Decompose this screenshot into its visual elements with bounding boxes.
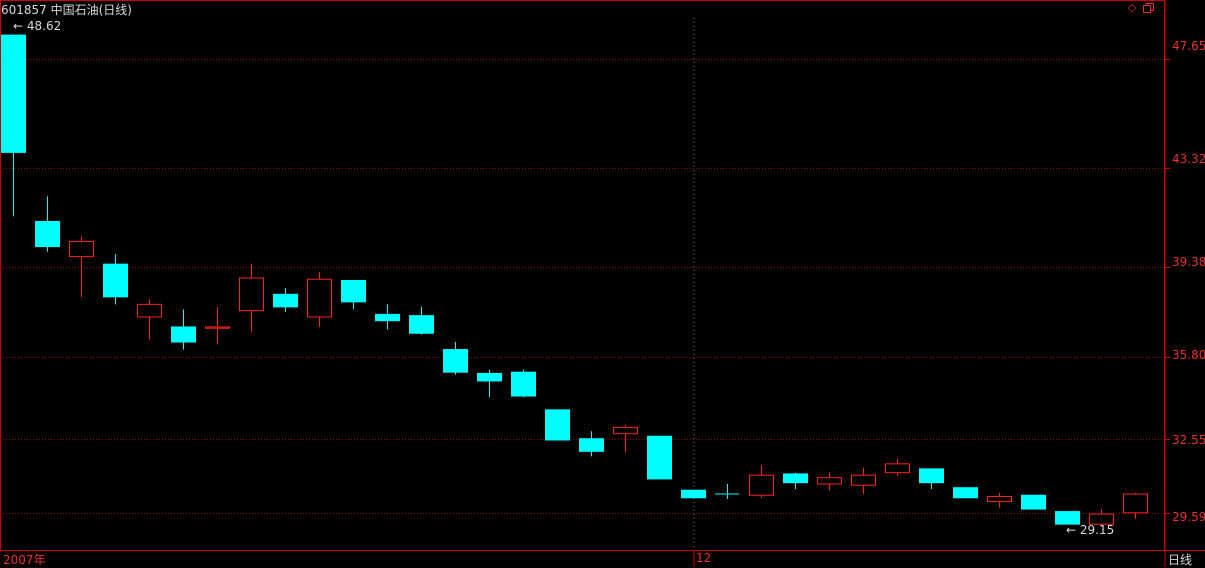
candle-body <box>1089 513 1114 525</box>
candle-body <box>579 438 604 452</box>
candle-body <box>1 34 26 153</box>
x-tick-label: 12 <box>696 551 712 565</box>
candle-body <box>545 409 570 441</box>
y-tick-label: 29.59 <box>1172 510 1205 524</box>
high-price-marker: ← 48.62 <box>13 19 62 33</box>
diamond-icon[interactable]: ◇ <box>1128 1 1137 14</box>
x-tick-label: 2007年 <box>3 553 46 567</box>
candle-body <box>443 349 468 373</box>
y-tick-label: 47.65 <box>1172 39 1205 53</box>
candle-body <box>103 263 128 298</box>
candle-body <box>69 241 94 258</box>
candle-body <box>1021 494 1046 510</box>
period-label[interactable]: 日线 <box>1168 553 1193 567</box>
candle-body <box>341 279 366 303</box>
candle-body <box>681 489 706 499</box>
candle-body <box>885 463 910 474</box>
candle-body <box>511 371 536 397</box>
candle-body <box>953 487 978 499</box>
candle-body <box>749 474 774 496</box>
candle-body <box>307 278 332 318</box>
candle-body <box>851 474 876 486</box>
y-tick-label: 43.32 <box>1172 152 1205 166</box>
y-tick-label: 35.80 <box>1172 348 1205 362</box>
candle-body <box>1055 511 1080 525</box>
plot-border <box>0 0 1165 551</box>
candle-body <box>375 313 400 322</box>
y-tick-label: 32.55 <box>1172 433 1205 447</box>
candle-body <box>205 326 230 329</box>
low-price-marker: ← 29.15 <box>1066 523 1115 537</box>
chart-title: 601857 中国石油(日线) <box>1 3 132 17</box>
candle-body <box>987 496 1012 503</box>
candle-body <box>1123 493 1148 514</box>
candle-body <box>817 477 842 485</box>
candle-body <box>647 435 672 480</box>
candle-body <box>477 372 502 382</box>
candle-body <box>409 315 434 334</box>
candle-body <box>239 277 264 312</box>
candle-body <box>613 426 638 435</box>
candle-body <box>171 326 196 343</box>
restore-window-icon[interactable] <box>1143 3 1154 13</box>
candle-body <box>137 303 162 318</box>
y-tick-label: 39.38 <box>1172 255 1205 269</box>
candle-body <box>35 220 60 248</box>
candle-body <box>273 293 298 308</box>
candle-body <box>783 473 808 484</box>
candle-body <box>919 468 944 484</box>
